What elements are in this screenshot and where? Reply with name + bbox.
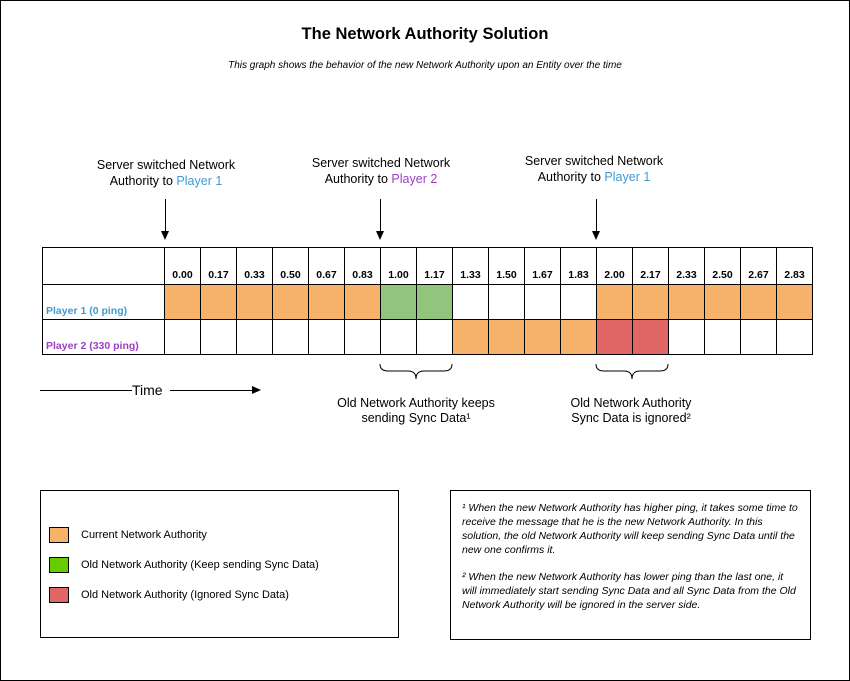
arrow-down-icon [592, 231, 600, 240]
footnote-1: ¹ When the new Network Authority has hig… [462, 502, 798, 556]
player-name: Player 1 [604, 170, 651, 184]
timeline-cell-current [776, 284, 813, 320]
event-label-line: Authority to Player 1 [109, 174, 223, 188]
event-label-line: Authority to Player 1 [537, 170, 651, 184]
tick-label: 2.67 [740, 247, 777, 285]
player-name: Player 2 [391, 172, 438, 186]
diagram-title: The Network Authority Solution [301, 25, 549, 43]
timeline-cell-none [380, 319, 417, 355]
timeline-cell-none [272, 319, 309, 355]
timeline-cell-none [488, 284, 525, 320]
annotation-keep-sending: Old Network Authority keeps sending Sync… [337, 396, 495, 425]
legend: Current Network Authority Old Network Au… [40, 490, 399, 638]
event-label-2: Server switched Network Authority to Pla… [286, 155, 476, 187]
event-arrow-3 [596, 199, 597, 231]
event-label-line: Server switched Network [311, 156, 451, 170]
tick-label: 0.33 [236, 247, 273, 285]
arrow-right-icon [252, 386, 261, 394]
timeline-cell-current [272, 284, 309, 320]
timeline-cell-none [164, 319, 201, 355]
tick-label: 1.67 [524, 247, 561, 285]
legend-swatch [49, 527, 69, 543]
tick-label: 0.83 [344, 247, 381, 285]
arrow-down-icon [376, 231, 384, 240]
timeline-cell-none [416, 319, 453, 355]
event-arrow-1 [165, 199, 166, 231]
timeline-cell-none [200, 319, 237, 355]
tick-row: 0.00 0.17 0.33 0.50 0.67 0.83 1.00 1.17 1.33 1.50… [42, 247, 813, 285]
tick-label: 2.00 [596, 247, 633, 285]
timeline-cell-current [596, 284, 633, 320]
timeline-cell-current [164, 284, 201, 320]
legend-swatch [49, 587, 69, 603]
timeline-cell-none [776, 319, 813, 355]
event-label-line: Server switched Network [96, 158, 236, 172]
event-arrow-2 [380, 199, 381, 231]
timeline-cell-none [236, 319, 273, 355]
tick-label: 2.50 [704, 247, 741, 285]
annotation-ignored: Old Network Authority Sync Data is ignor… [570, 396, 692, 425]
time-axis-line [40, 390, 132, 391]
legend-swatch [49, 557, 69, 573]
timeline-cell-none [452, 284, 489, 320]
timeline-cell-current [668, 284, 705, 320]
timeline-cell-none [704, 319, 741, 355]
brace-icon [595, 363, 669, 380]
legend-item: Old Network Authority (Ignored Sync Data… [49, 586, 289, 604]
timeline-cell-none [668, 319, 705, 355]
tick-label: 1.00 [380, 247, 417, 285]
tick-label: 0.00 [164, 247, 201, 285]
timeline-cell-none [524, 284, 561, 320]
timeline-cell-current [560, 319, 597, 355]
timeline-cell-old-ignored [632, 319, 669, 355]
event-label-line: Authority to Player 2 [324, 172, 438, 186]
player-name: Player 1 [176, 174, 223, 188]
timeline-cell-none [560, 284, 597, 320]
player-row: Player 1 (0 ping) [42, 284, 813, 320]
brace-icon [379, 363, 453, 380]
timeline-cell-current [200, 284, 237, 320]
timeline-cell-current [632, 284, 669, 320]
corner-cell [42, 247, 165, 285]
footnotes: ¹ When the new Network Authority has hig… [450, 490, 811, 640]
tick-label: 1.83 [560, 247, 597, 285]
tick-label: 0.50 [272, 247, 309, 285]
timeline-cell-current [344, 284, 381, 320]
footnote-2: ² When the new Network Authority has low… [462, 571, 796, 611]
diagram-subtitle: This graph shows the behavior of the new… [228, 60, 622, 71]
timeline-cell-none [308, 319, 345, 355]
tick-label: 2.17 [632, 247, 669, 285]
timeline-cell-old-ignored [596, 319, 633, 355]
player-row: Player 2 (330 ping) [42, 319, 813, 355]
timeline-grid: 0.00 0.17 0.33 0.50 0.67 0.83 1.00 1.17 1.33 1.50… [42, 247, 813, 355]
tick-label: 1.17 [416, 247, 453, 285]
event-label-3: Server switched Network Authority to Pla… [499, 153, 689, 185]
timeline-cell-none [740, 319, 777, 355]
timeline-cell-current [452, 319, 489, 355]
time-axis-line [170, 390, 254, 391]
timeline-cell-current [740, 284, 777, 320]
tick-label: 0.67 [308, 247, 345, 285]
row-label: Player 1 (0 ping) [42, 284, 165, 320]
timeline-cell-current [704, 284, 741, 320]
timeline-cell-current [236, 284, 273, 320]
tick-label: 2.33 [668, 247, 705, 285]
legend-item: Current Network Authority [49, 526, 207, 544]
timeline-cell-old-keep [416, 284, 453, 320]
event-label-1: Server switched Network Authority to Pla… [71, 157, 261, 189]
timeline-cell-old-keep [380, 284, 417, 320]
timeline-cell-current [308, 284, 345, 320]
row-label: Player 2 (330 ping) [42, 319, 165, 355]
tick-label: 0.17 [200, 247, 237, 285]
time-axis-label: Time [132, 382, 163, 398]
legend-item: Old Network Authority (Keep sending Sync… [49, 556, 319, 574]
event-label-line: Server switched Network [524, 154, 664, 168]
tick-label: 1.50 [488, 247, 525, 285]
tick-label: 1.33 [452, 247, 489, 285]
timeline-cell-none [344, 319, 381, 355]
arrow-down-icon [161, 231, 169, 240]
timeline-cell-current [524, 319, 561, 355]
tick-label: 2.83 [776, 247, 813, 285]
timeline-cell-current [488, 319, 525, 355]
